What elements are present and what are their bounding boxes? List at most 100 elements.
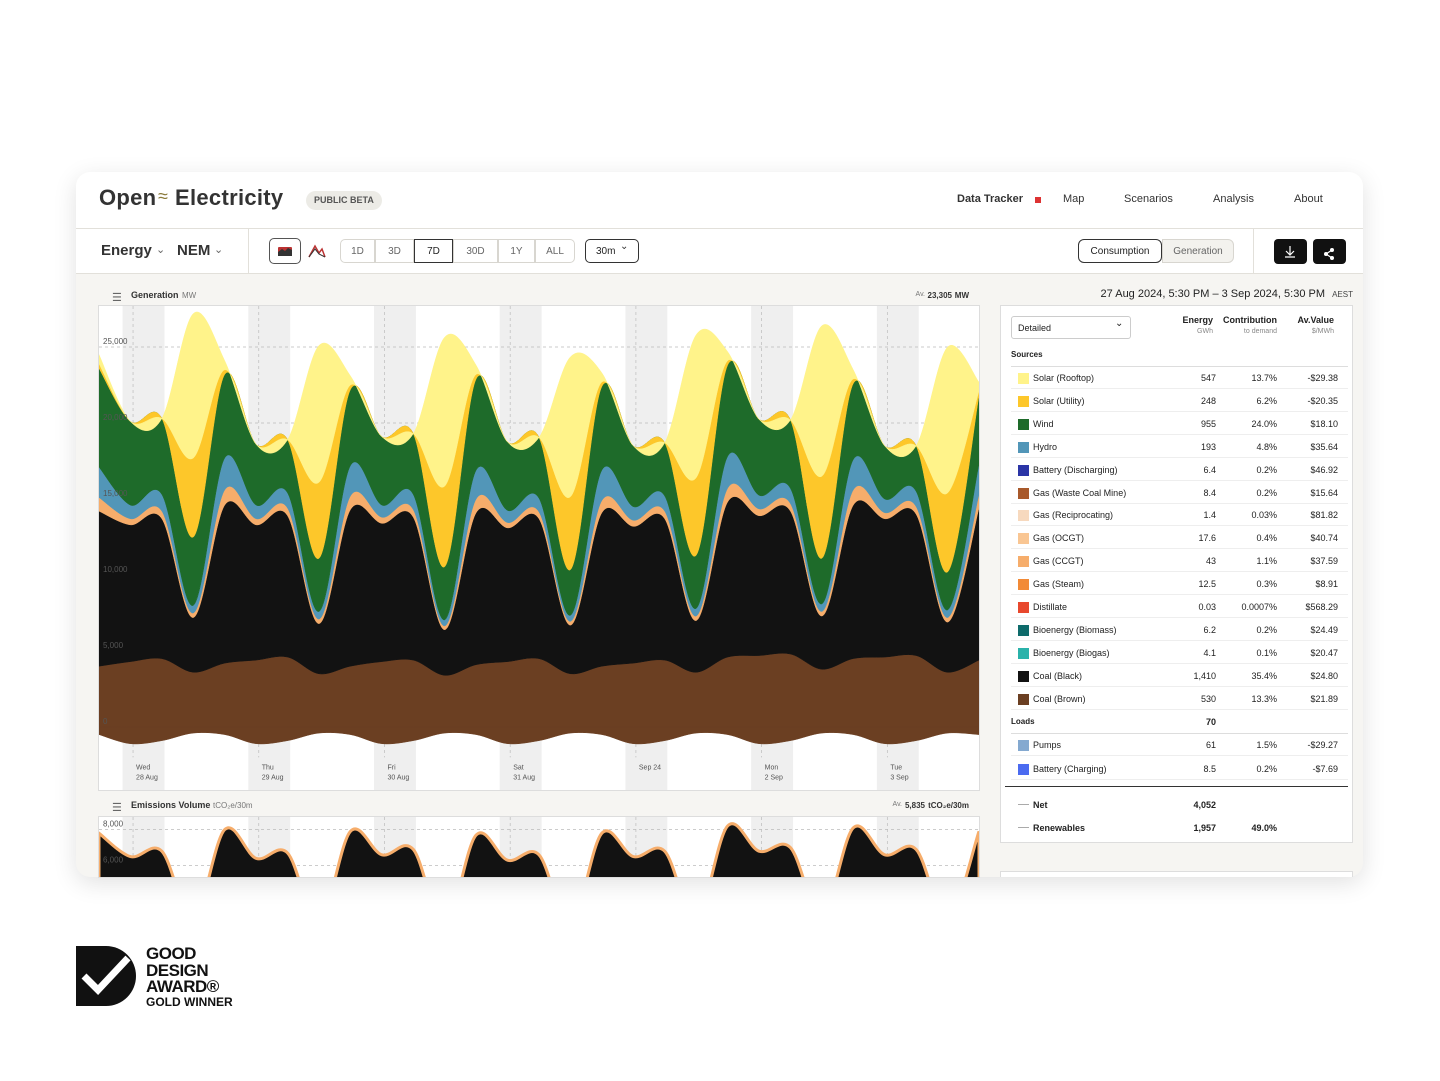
row-contribution: 0.2% bbox=[1256, 464, 1277, 475]
chevron: ⌄ bbox=[156, 244, 166, 256]
row-name: Gas (CCGT) bbox=[1033, 556, 1084, 567]
x-tick-sublabel: 31 Aug bbox=[513, 774, 535, 781]
area-series bbox=[99, 822, 979, 877]
row-energy: 248 bbox=[1200, 395, 1216, 406]
row-rule bbox=[1011, 639, 1348, 641]
row-energy: 1,410 bbox=[1193, 670, 1216, 681]
column-unit: GWh bbox=[1197, 328, 1213, 335]
row-rule bbox=[1011, 685, 1348, 687]
y-tick-label: 0 bbox=[103, 717, 108, 726]
row-value: -$29.38 bbox=[1307, 373, 1338, 383]
row-value: $18.10 bbox=[1310, 418, 1338, 429]
row-rule bbox=[1011, 456, 1348, 458]
area-series bbox=[99, 653, 979, 728]
view-toggle[interactable]: Consumption bbox=[1078, 239, 1162, 263]
range-button[interactable]: 1D bbox=[340, 239, 375, 263]
menu-icon: ☰ bbox=[112, 292, 122, 304]
column-unit: to demand bbox=[1243, 328, 1277, 335]
average-unit: tCO₂e/30m bbox=[928, 801, 969, 810]
swatch bbox=[1018, 624, 1029, 636]
column-title: Energy bbox=[1182, 315, 1213, 325]
line-chart-button[interactable] bbox=[302, 238, 332, 264]
row-name: Gas (OCGT) bbox=[1033, 533, 1084, 544]
range-button[interactable]: 30D bbox=[453, 239, 498, 263]
row-name: Solar (Utility) bbox=[1033, 395, 1085, 406]
x-tick-sublabel: 3 Sep bbox=[890, 774, 908, 781]
download-button[interactable] bbox=[1274, 239, 1307, 264]
x-tick-label: Fri bbox=[387, 764, 396, 771]
nav-link[interactable]: Scenarios bbox=[1124, 193, 1173, 205]
area-chart-button[interactable] bbox=[269, 238, 301, 264]
swatch bbox=[1018, 441, 1029, 453]
view-toggle[interactable]: Generation bbox=[1162, 239, 1234, 263]
nav-link[interactable]: About bbox=[1294, 193, 1323, 205]
nav-link[interactable]: Data Tracker bbox=[957, 193, 1024, 205]
range-button[interactable]: 7D bbox=[414, 239, 453, 263]
row-value: $24.80 bbox=[1310, 670, 1338, 681]
row-value: $21.89 bbox=[1310, 693, 1338, 704]
divider bbox=[248, 229, 249, 273]
row-value: $568.29 bbox=[1305, 602, 1338, 612]
metric-select[interactable]: Energy bbox=[101, 242, 152, 259]
region-select[interactable]: NEM bbox=[177, 242, 211, 259]
row-rule bbox=[1011, 548, 1348, 550]
y-tick-label: 25,000 bbox=[103, 337, 128, 346]
mode-select[interactable]: Detailed bbox=[1011, 316, 1131, 339]
row-name: Wind bbox=[1033, 418, 1054, 429]
row-value: -$20.35 bbox=[1307, 395, 1338, 406]
panel-stub bbox=[1000, 871, 1353, 877]
row-contribution: 4.8% bbox=[1256, 441, 1277, 452]
total-name: Net bbox=[1033, 800, 1048, 810]
summary-panel bbox=[1000, 305, 1353, 843]
row-energy: 530 bbox=[1200, 693, 1216, 704]
top-bar bbox=[76, 172, 1363, 229]
row-contribution: 0.2% bbox=[1256, 763, 1277, 774]
row-rule bbox=[1011, 662, 1348, 664]
row-rule bbox=[1011, 479, 1348, 481]
range-button[interactable]: 1Y bbox=[498, 239, 535, 263]
interval-select[interactable]: 30m bbox=[585, 239, 639, 263]
row-contribution: 0.0007% bbox=[1241, 602, 1277, 612]
row-energy: 17.6 bbox=[1198, 533, 1216, 544]
nav-link[interactable]: Analysis bbox=[1213, 193, 1254, 205]
row-name: Coal (Black) bbox=[1033, 670, 1083, 681]
row-energy: 8.5 bbox=[1203, 763, 1216, 774]
row-name: Hydro bbox=[1033, 441, 1058, 452]
average-unit: MW bbox=[954, 291, 969, 300]
row-energy: 8.4 bbox=[1203, 487, 1216, 498]
icon bbox=[1324, 248, 1334, 260]
rule bbox=[1011, 366, 1348, 367]
logo-electricity: Electricity bbox=[175, 185, 284, 210]
row-contribution: 6.2% bbox=[1256, 395, 1277, 406]
row-rule bbox=[1011, 617, 1348, 618]
row-rule bbox=[1011, 502, 1348, 504]
logo-open: Open bbox=[99, 185, 157, 210]
chevron: ⌄ bbox=[214, 244, 224, 256]
share-button[interactable] bbox=[1313, 239, 1346, 264]
range-button[interactable]: 3D bbox=[375, 239, 414, 263]
section-label: Loads bbox=[1011, 717, 1035, 726]
nav-indicator bbox=[1035, 197, 1041, 203]
row-contribution: 0.03% bbox=[1251, 510, 1277, 521]
nav-link[interactable]: Map bbox=[1063, 193, 1085, 205]
swatch bbox=[1018, 670, 1029, 682]
row-contribution: 0.1% bbox=[1256, 647, 1277, 658]
row-energy: 43 bbox=[1205, 556, 1216, 567]
icon bbox=[308, 244, 326, 258]
swatch bbox=[1018, 464, 1029, 476]
row-contribution: 35.4% bbox=[1251, 670, 1277, 681]
range-button[interactable]: ALL bbox=[535, 239, 575, 263]
total-contribution: 49.0% bbox=[1251, 823, 1277, 833]
y-tick-label: 20,000 bbox=[103, 413, 128, 422]
row-energy: 6.4 bbox=[1203, 464, 1216, 475]
award-icon bbox=[76, 946, 136, 1006]
period: 27 Aug 2024, 5:30 PM – 3 Sep 2024, 5:30 … bbox=[1100, 288, 1325, 300]
beta-badge: PUBLIC BETA bbox=[306, 191, 382, 210]
row-name: Battery (Discharging) bbox=[1033, 464, 1118, 475]
row-contribution: 13.7% bbox=[1251, 373, 1277, 383]
row-contribution: 13.3% bbox=[1251, 693, 1277, 704]
rule bbox=[1005, 786, 1348, 787]
row-name: Gas (Steam) bbox=[1033, 579, 1085, 590]
row-name: Distillate bbox=[1033, 602, 1068, 612]
